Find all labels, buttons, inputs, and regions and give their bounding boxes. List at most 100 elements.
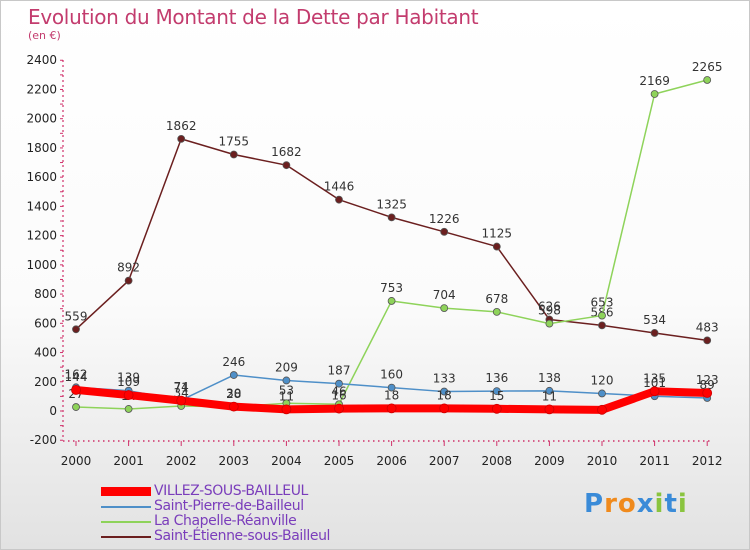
data-label: 74 xyxy=(174,380,189,394)
y-tick-label: 800 xyxy=(34,287,57,301)
data-label: 15 xyxy=(489,389,504,403)
y-tick-label: 1000 xyxy=(26,258,57,272)
data-label: 120 xyxy=(591,373,614,387)
data-point xyxy=(544,404,555,415)
y-tick-label: 2400 xyxy=(26,53,57,67)
data-point xyxy=(492,308,501,316)
legend-label: La Chapelle-Réanville xyxy=(154,513,297,529)
x-tick-label: 2003 xyxy=(219,454,250,468)
logo-letter: t xyxy=(664,489,678,519)
data-label: 160 xyxy=(380,368,403,382)
data-point xyxy=(123,390,134,400)
data-point xyxy=(72,325,80,334)
data-label: 1862 xyxy=(166,119,197,133)
data-label: 139 xyxy=(117,371,140,385)
data-point xyxy=(124,276,133,285)
data-label: 678 xyxy=(485,292,508,306)
data-point xyxy=(124,405,133,413)
data-point xyxy=(597,404,607,415)
data-point xyxy=(440,387,449,396)
data-label: 598 xyxy=(538,304,561,318)
y-tick-label: 400 xyxy=(34,346,57,360)
y-tick-label: 200 xyxy=(34,375,57,389)
data-point xyxy=(649,386,660,397)
series-saint-pierre-de-bailleul: 162 139 74 246 209 187 160 133 136 138 120 101 89 xyxy=(65,355,715,405)
logo-letter: x xyxy=(636,489,655,519)
data-point xyxy=(702,388,713,398)
data-point xyxy=(176,395,187,406)
data-point xyxy=(177,134,186,143)
data-label: 30 xyxy=(226,387,241,401)
data-label: 138 xyxy=(538,371,561,385)
legend-swatch xyxy=(101,521,151,523)
data-point xyxy=(598,321,606,330)
data-label: 11 xyxy=(279,389,294,403)
data-point xyxy=(334,403,344,414)
data-point xyxy=(598,311,606,320)
data-point xyxy=(229,371,238,379)
y-tick-label: 0 xyxy=(49,404,57,418)
legend-label: Saint-Pierre-de-Bailleul xyxy=(154,498,304,514)
data-point xyxy=(335,379,343,388)
legend-label: VILLEZ-SOUS-BAILLEUL xyxy=(154,483,308,499)
data-label: 483 xyxy=(696,320,719,334)
x-tick-label: 2012 xyxy=(692,454,723,468)
data-label: 46 xyxy=(331,384,346,398)
data-point xyxy=(387,213,396,222)
x-tick-label: 2000 xyxy=(61,454,92,468)
data-point xyxy=(229,150,238,159)
data-label: 653 xyxy=(591,296,614,310)
data-label: 123 xyxy=(696,373,719,387)
x-tick-label: 2002 xyxy=(166,454,197,468)
data-label: 28 xyxy=(226,387,241,401)
logo-letter: r xyxy=(604,489,618,519)
data-label: 1125 xyxy=(482,227,513,241)
data-point xyxy=(228,401,239,412)
data-label: 109 xyxy=(117,375,140,389)
x-tick-label: 2009 xyxy=(534,454,565,468)
data-point xyxy=(387,383,396,392)
data-point xyxy=(72,403,80,411)
legend-swatch xyxy=(101,536,151,538)
data-label: 1325 xyxy=(376,197,407,211)
chart-legend: VILLEZ-SOUS-BAILLEUL Saint-Pierre-de-Bail… xyxy=(101,483,421,544)
data-label: 16 xyxy=(331,389,346,403)
y-tick-label: 2000 xyxy=(26,112,57,126)
data-point xyxy=(282,161,291,170)
data-label: 626 xyxy=(538,300,561,314)
legend-item: La Chapelle-Réanville xyxy=(101,513,421,529)
legend-item: Saint-Pierre-de-Bailleul xyxy=(101,498,421,514)
data-point xyxy=(545,319,554,328)
data-point xyxy=(71,385,81,395)
data-label: 89 xyxy=(700,378,715,392)
data-point xyxy=(282,376,291,385)
x-tick-label: 2004 xyxy=(271,454,302,468)
data-point xyxy=(335,195,343,204)
data-label: 144 xyxy=(65,370,88,384)
data-label: 753 xyxy=(380,281,403,295)
data-label: 71 xyxy=(174,381,189,395)
x-tick-label: 2011 xyxy=(639,454,670,468)
data-label: 1226 xyxy=(429,212,460,226)
data-label: 1682 xyxy=(271,145,302,159)
data-label: 136 xyxy=(485,371,508,385)
legend-swatch xyxy=(101,506,151,508)
chart-subtitle: (en €) xyxy=(28,29,61,42)
data-point xyxy=(440,304,449,313)
data-label: 101 xyxy=(643,376,666,390)
data-point xyxy=(281,404,292,415)
legend-item: Saint-Étienne-sous-Bailleul xyxy=(101,528,421,544)
data-label: 133 xyxy=(433,372,456,386)
data-label: 135 xyxy=(643,371,666,385)
data-point xyxy=(650,90,659,98)
legend-item: VILLEZ-SOUS-BAILLEUL xyxy=(101,483,421,499)
y-tick-label: 1200 xyxy=(26,229,57,243)
data-label: 1755 xyxy=(219,135,250,149)
series-saint-etienne-sous-bailleul: 5598921862175516821446132512261125626586… xyxy=(65,119,719,345)
x-tick-label: 2001 xyxy=(113,454,144,468)
data-label: 559 xyxy=(65,309,88,323)
y-tick-label: 1400 xyxy=(26,199,57,213)
y-tick-label: 2200 xyxy=(26,82,57,96)
